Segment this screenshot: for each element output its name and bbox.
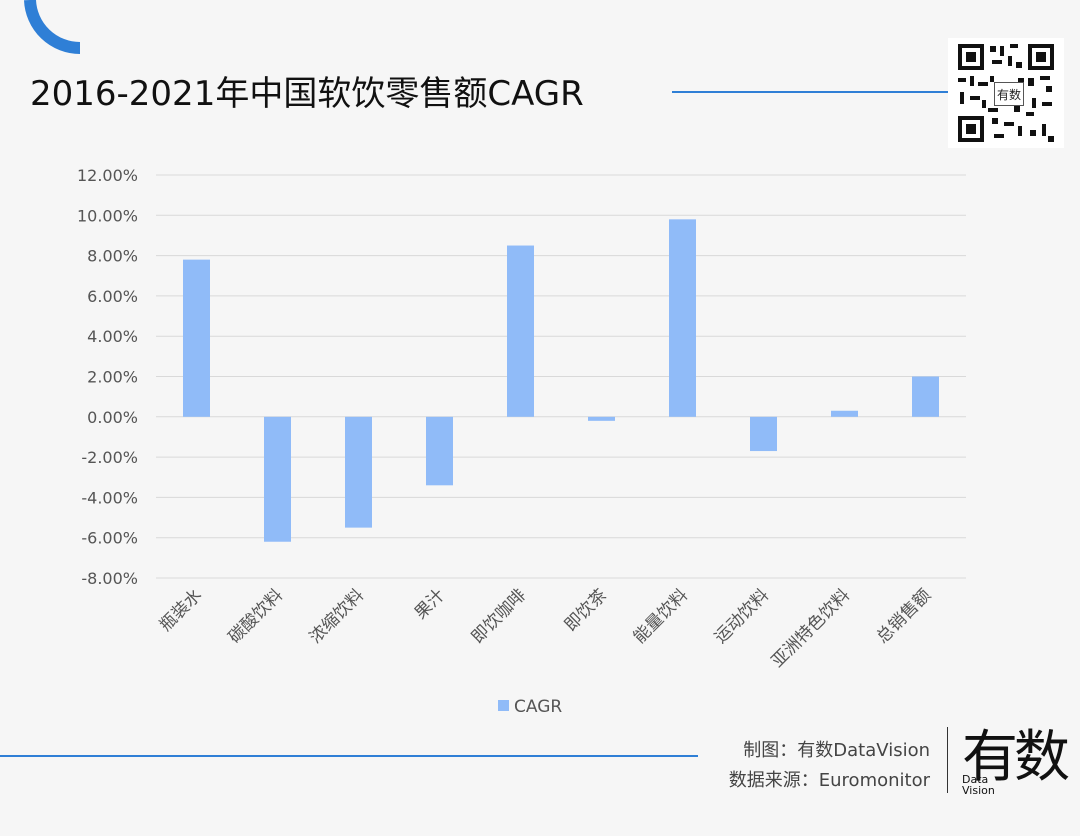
logo-divider (947, 727, 948, 793)
y-tick-label: 6.00% (87, 287, 138, 306)
legend-swatch (498, 700, 509, 711)
x-tick-label: 能量饮料 (630, 585, 692, 647)
x-tick-label: 运动饮料 (711, 585, 773, 647)
chart-credit: 制图：有数DataVision (743, 740, 930, 761)
qr-code-icon (958, 44, 1054, 142)
bar-6 (669, 219, 696, 417)
legend: CAGR (498, 697, 562, 717)
y-tick-label: 4.00% (87, 327, 138, 346)
bar-1 (264, 416, 291, 542)
y-tick-label: 2.00% (87, 368, 138, 387)
x-tick-label: 即饮茶 (561, 585, 611, 635)
brand-logo-subtext: Data Vision (962, 774, 995, 796)
legend-label: CAGR (514, 697, 562, 717)
y-axis-ticks: 12.00% 10.00% 8.00% 6.00% 4.00% 2.00% 0.00% -2.… (77, 166, 138, 588)
x-tick-label: 碳酸饮料 (225, 585, 287, 647)
brand-logo: 有数 (962, 725, 1070, 790)
y-tick-label: -8.00% (81, 569, 138, 588)
x-tick-label: 亚洲特色饮料 (768, 585, 854, 671)
x-tick-label: 即饮咖啡 (468, 585, 530, 647)
footer-rule (0, 755, 698, 757)
bars (183, 219, 939, 542)
data-source: 数据来源：Euromonitor (728, 770, 930, 791)
bar-0 (183, 259, 210, 417)
x-tick-label: 瓶装水 (156, 585, 206, 635)
bar-7 (750, 416, 777, 452)
y-tick-label: 8.00% (87, 247, 138, 266)
bar-9 (912, 376, 939, 417)
y-tick-label: 0.00% (87, 408, 138, 427)
y-tick-label: -6.00% (81, 529, 138, 548)
bar-4 (507, 245, 534, 417)
logo-sub-line-2: Vision (962, 784, 995, 797)
bar-2 (345, 416, 372, 528)
x-tick-label: 总销售额 (873, 585, 935, 647)
qr-center-label: 有数 (994, 82, 1024, 106)
bar-5 (588, 416, 615, 421)
y-tick-label: 10.00% (77, 206, 138, 225)
title-underline (672, 91, 950, 93)
y-tick-label: -2.00% (81, 448, 138, 467)
x-tick-label: 浓缩饮料 (306, 585, 368, 647)
corner-arc-decoration (24, 0, 81, 55)
bar-8 (831, 410, 858, 417)
qr-code (948, 38, 1064, 148)
x-tick-label: 果汁 (411, 585, 449, 623)
page-title: 2016-2021年中国软饮零售额CAGR (30, 74, 584, 114)
y-tick-label: 12.00% (77, 166, 138, 185)
bar-3 (426, 416, 453, 486)
y-tick-label: -4.00% (81, 488, 138, 507)
logo-sub-line-1: Data (962, 773, 989, 786)
